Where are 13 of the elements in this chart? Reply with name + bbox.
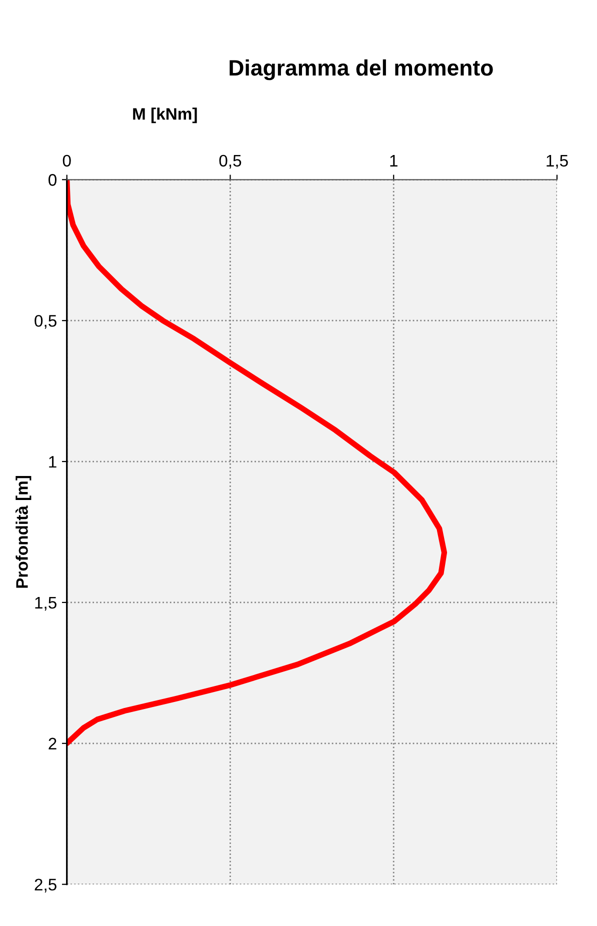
y-axis-title: Profondità [m] bbox=[16, 476, 32, 588]
y-tick-label: 0,5 bbox=[34, 314, 56, 329]
y-tick-label: 2 bbox=[48, 738, 56, 750]
x-tick-label: 0,5 bbox=[219, 154, 242, 169]
y-tick-label: 1,5 bbox=[35, 597, 56, 611]
y-tick-label: 0 bbox=[48, 174, 56, 186]
chart-title: Diagramma del momento bbox=[230, 59, 493, 80]
y-tick-label: 1 bbox=[49, 456, 56, 468]
x-tick-label: 0 bbox=[62, 154, 71, 167]
x-tick-label: 1,5 bbox=[546, 154, 568, 169]
x-axis-title: M [kNm] bbox=[133, 108, 197, 124]
x-tick-label: 1 bbox=[390, 154, 398, 166]
y-tick-label: 2,5 bbox=[34, 878, 56, 892]
